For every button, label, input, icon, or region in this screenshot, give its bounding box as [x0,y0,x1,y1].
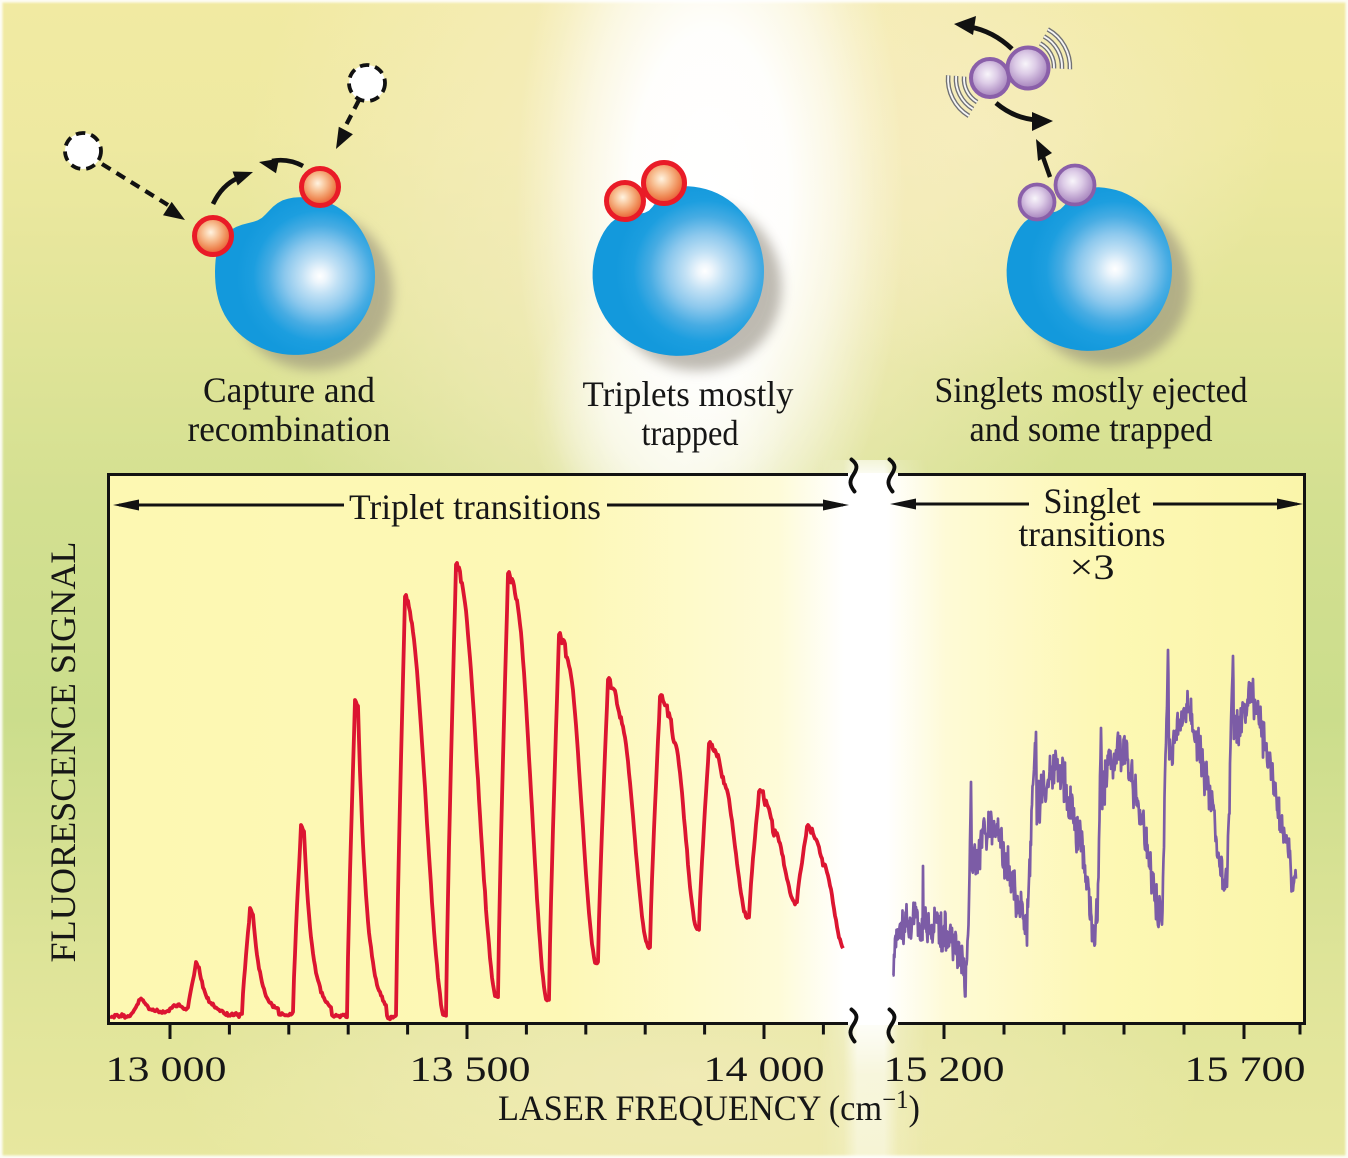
svg-text:transitions: transitions [1019,514,1166,554]
svg-text:Singlet: Singlet [1044,481,1141,521]
svg-text:13 500: 13 500 [410,1049,531,1089]
svg-text:Capture and: Capture and [203,370,375,410]
svg-text:15 200: 15 200 [884,1049,1005,1089]
svg-text:trapped: trapped [642,413,739,453]
svg-text:Singlets mostly ejected: Singlets mostly ejected [935,370,1248,410]
svg-text:14 000: 14 000 [704,1049,825,1089]
svg-text:LASER FREQUENCY (cm−1): LASER FREQUENCY (cm−1) [498,1085,920,1128]
svg-text:Triplets mostly: Triplets mostly [583,374,794,414]
svg-text:13 000: 13 000 [106,1049,227,1089]
svg-text:and some trapped: and some trapped [970,409,1213,449]
svg-text:FLUORESCENCE SIGNAL: FLUORESCENCE SIGNAL [43,542,83,963]
svg-text:×3: ×3 [1070,547,1115,587]
svg-text:15 700: 15 700 [1185,1049,1306,1089]
svg-text:recombination: recombination [188,409,391,449]
svg-text:Triplet transitions: Triplet transitions [349,487,601,527]
